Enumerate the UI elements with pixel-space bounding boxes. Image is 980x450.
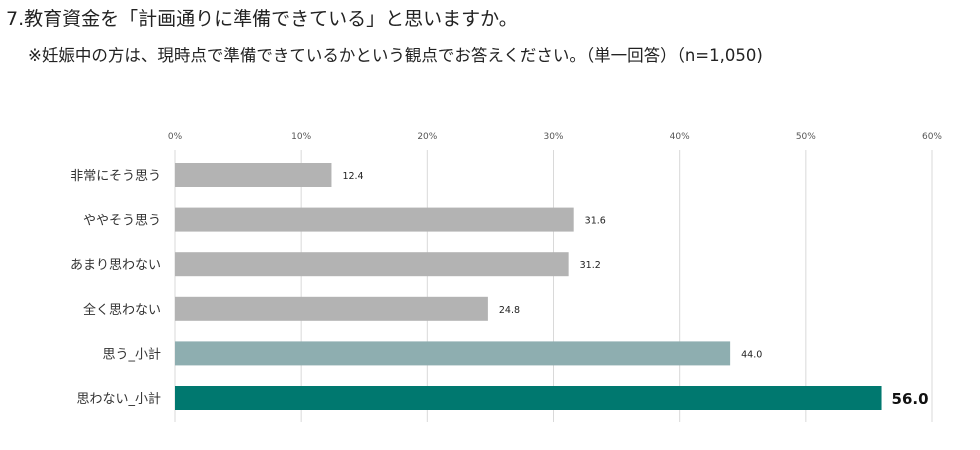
page-title: 7.教育資金を「計画通りに準備できている」と思いますか。 [6, 8, 518, 30]
x-tick-label: 50% [796, 132, 816, 142]
x-tick-label: 0% [168, 132, 183, 142]
x-tick-label: 20% [417, 132, 437, 142]
x-tick-label: 10% [291, 132, 311, 142]
value-labels: 12.4 31.6 31.2 24.8 44.0 56.0 [342, 171, 928, 408]
bar [175, 207, 574, 232]
category-label: 思わない_小計 [76, 391, 161, 407]
bar [175, 296, 488, 321]
category-label: 思う_小計 [102, 346, 161, 362]
value-label: 24.8 [499, 305, 520, 316]
category-label: あまり思わない [70, 258, 161, 273]
value-label: 56.0 [892, 390, 929, 408]
bars [175, 163, 882, 410]
value-label: 44.0 [741, 349, 762, 360]
bar [175, 386, 882, 410]
page-subtitle: ※妊娠中の方は、現時点で準備できているかという観点でお答えください。（単一回答）… [28, 46, 763, 65]
x-tick-label: 40% [670, 132, 690, 142]
bar [175, 341, 731, 366]
value-label: 31.2 [580, 260, 601, 271]
x-tick-label: 60% [922, 132, 942, 142]
x-axis-ticks: 0% 10% 20% 30% 40% 50% 60% [168, 132, 943, 142]
bar [175, 163, 332, 187]
category-label: 非常にそう思う [70, 169, 161, 184]
bar [175, 252, 569, 277]
value-label: 12.4 [342, 171, 363, 182]
category-label: 全く思わない [83, 302, 161, 318]
value-label: 31.6 [585, 216, 606, 227]
grid-lines [174, 150, 933, 422]
x-tick-label: 30% [543, 132, 563, 142]
category-label: ややそう思う [83, 214, 161, 229]
